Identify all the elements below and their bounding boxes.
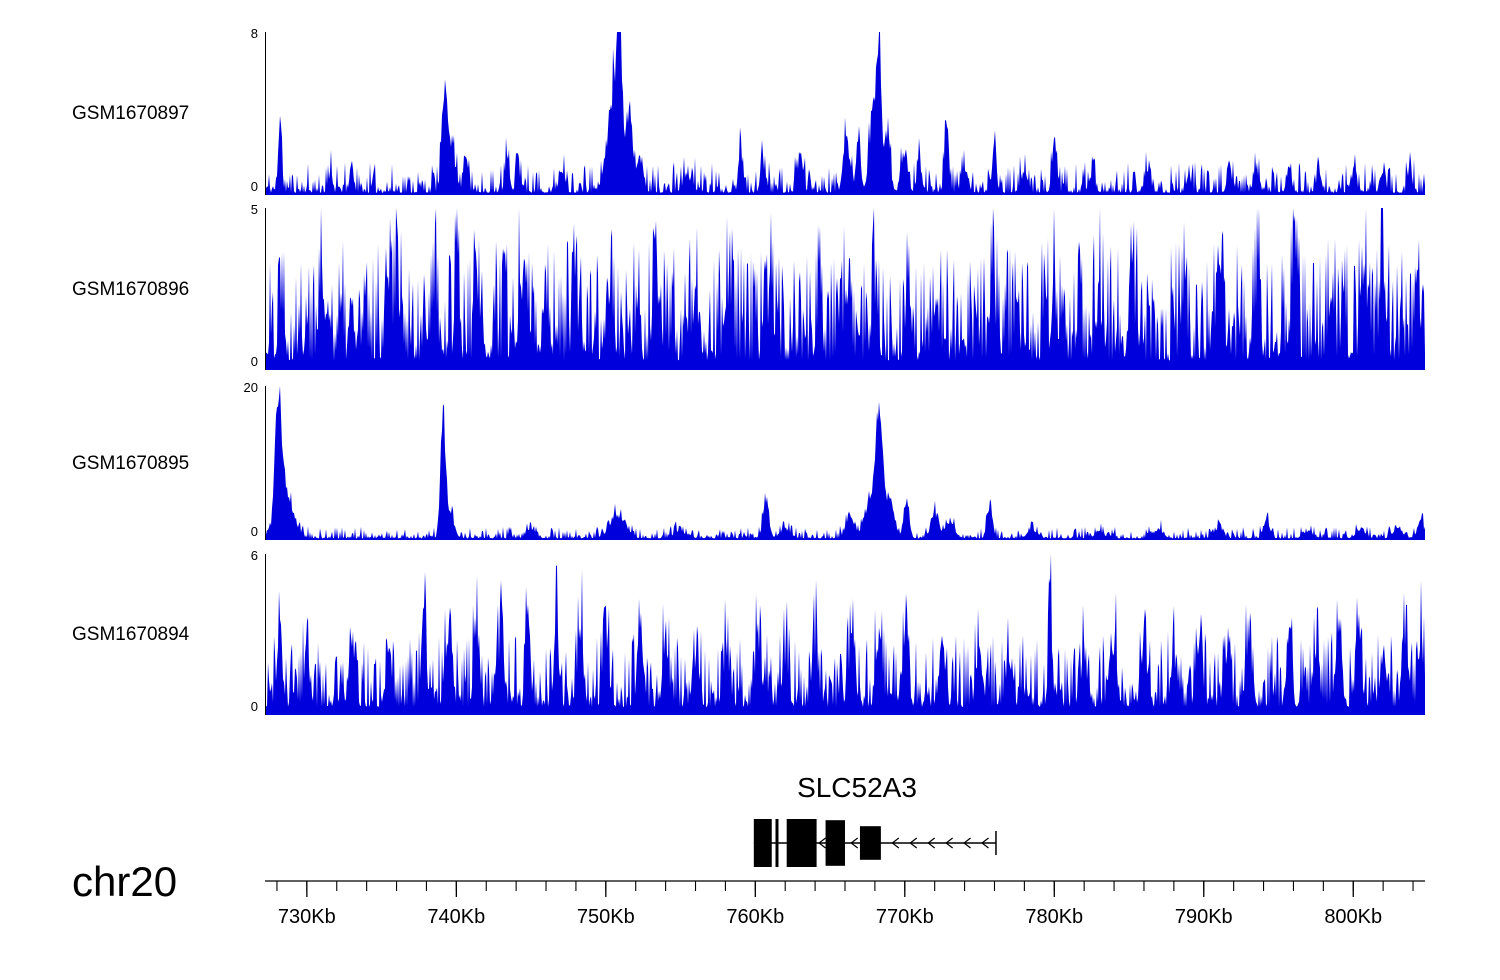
y-axis-zero-label: 0 — [250, 354, 258, 369]
axis-tick-label: 750Kb — [577, 906, 635, 928]
track-row — [265, 386, 1425, 540]
gene-name-label: SLC52A3 — [797, 772, 917, 803]
track-label: GSM1670894 — [72, 624, 190, 645]
track-label: GSM1670896 — [72, 279, 190, 300]
chromosome-label: chr20 — [72, 858, 178, 905]
y-axis-max-label: 6 — [250, 548, 258, 563]
y-axis-zero-label: 0 — [250, 179, 258, 194]
track-plot — [265, 208, 1425, 370]
track-row — [265, 554, 1425, 715]
track-plot — [265, 386, 1425, 540]
axis-tick-label: 800Kb — [1324, 906, 1382, 928]
track-label: GSM1670895 — [72, 453, 190, 474]
axis-tick-label: 760Kb — [726, 906, 784, 928]
axis-tick-label: 780Kb — [1025, 906, 1083, 928]
track-plot — [265, 554, 1425, 715]
axis-tick-label: 730Kb — [278, 906, 336, 928]
y-axis-max-label: 5 — [250, 202, 258, 217]
track-plot — [265, 32, 1425, 195]
track-label: GSM1670897 — [72, 103, 190, 124]
y-axis-max-label: 8 — [250, 26, 258, 41]
track-row — [265, 32, 1425, 195]
axis-tick-label: 790Kb — [1175, 906, 1233, 928]
gene-annotation — [753, 819, 997, 867]
y-axis-zero-label: 0 — [250, 524, 258, 539]
track-row — [265, 208, 1425, 370]
y-axis-max-label: 20 — [243, 380, 258, 395]
axis-tick-label: 770Kb — [876, 906, 934, 928]
axis-tick-label: 740Kb — [427, 906, 485, 928]
chromosome-axis: 730Kb 740Kb 750Kb 760Kb 770Kb 780Kb 790Kb 800Kb — [265, 880, 1425, 928]
y-axis-zero-label: 0 — [250, 699, 258, 714]
